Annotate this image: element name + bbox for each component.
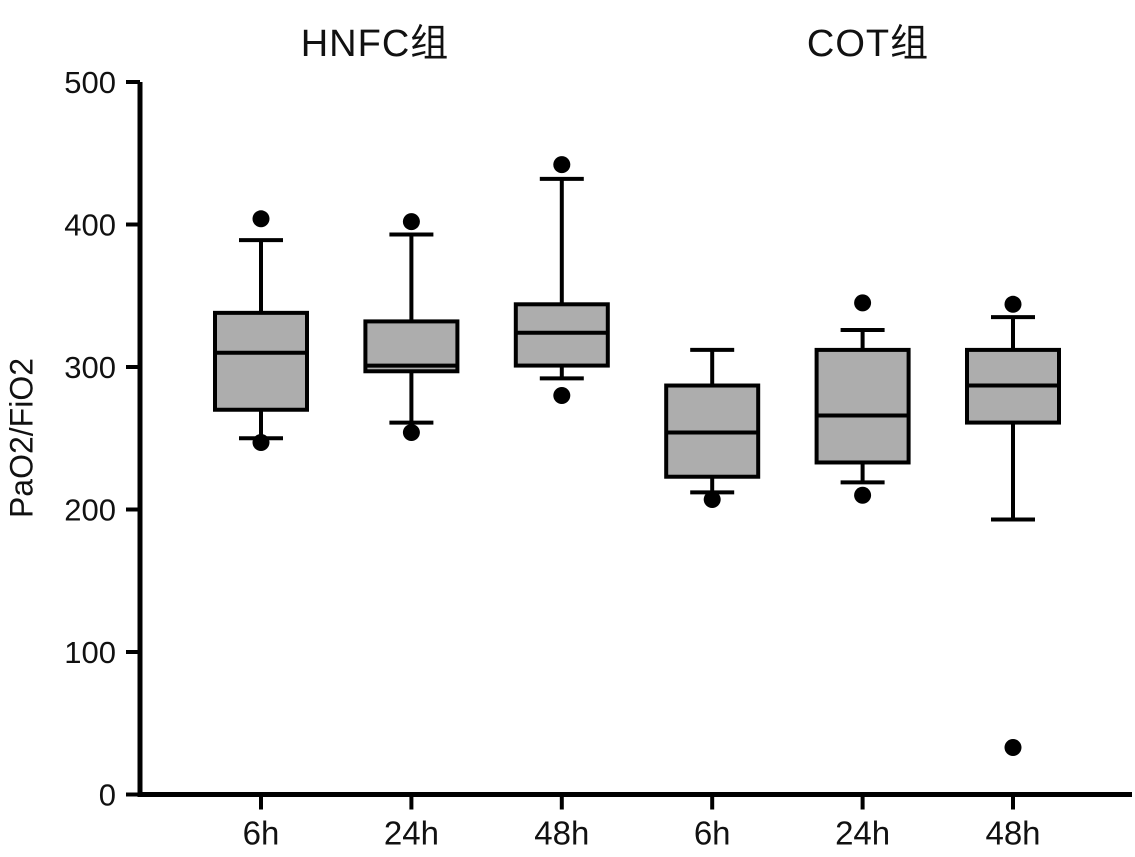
x-tick-label: 24h	[835, 815, 890, 852]
outlier-dot	[402, 424, 420, 442]
x-tick-label: 48h	[985, 815, 1040, 852]
y-tick-label: 200	[64, 493, 116, 528]
y-tick-label: 100	[64, 635, 116, 670]
outlier-dot	[854, 294, 872, 312]
outlier-dot	[553, 156, 571, 174]
group-title-cot: COT组	[806, 23, 930, 65]
y-tick-label: 300	[64, 350, 116, 385]
box	[363, 319, 460, 374]
outlier-dot	[402, 213, 420, 231]
x-tick-label: 24h	[384, 815, 439, 852]
y-tick-label: 400	[64, 208, 116, 243]
outlier-dot	[703, 491, 721, 509]
group-title-hnfc: HNFC组	[300, 23, 450, 65]
box	[814, 347, 911, 465]
y-tick-label: 0	[99, 778, 116, 813]
box	[213, 310, 309, 412]
outlier-dot	[1004, 295, 1022, 313]
outlier-dot	[1004, 738, 1022, 756]
x-tick-label: 6h	[243, 815, 280, 852]
outlier-dot	[252, 210, 270, 228]
box	[513, 302, 610, 368]
y-tick-label: 500	[64, 65, 116, 100]
outlier-dot	[252, 434, 270, 452]
x-tick-label: 48h	[534, 815, 589, 852]
outlier-dot	[854, 486, 872, 504]
outlier-dot	[553, 387, 571, 404]
x-tick-label: 6h	[694, 815, 731, 852]
